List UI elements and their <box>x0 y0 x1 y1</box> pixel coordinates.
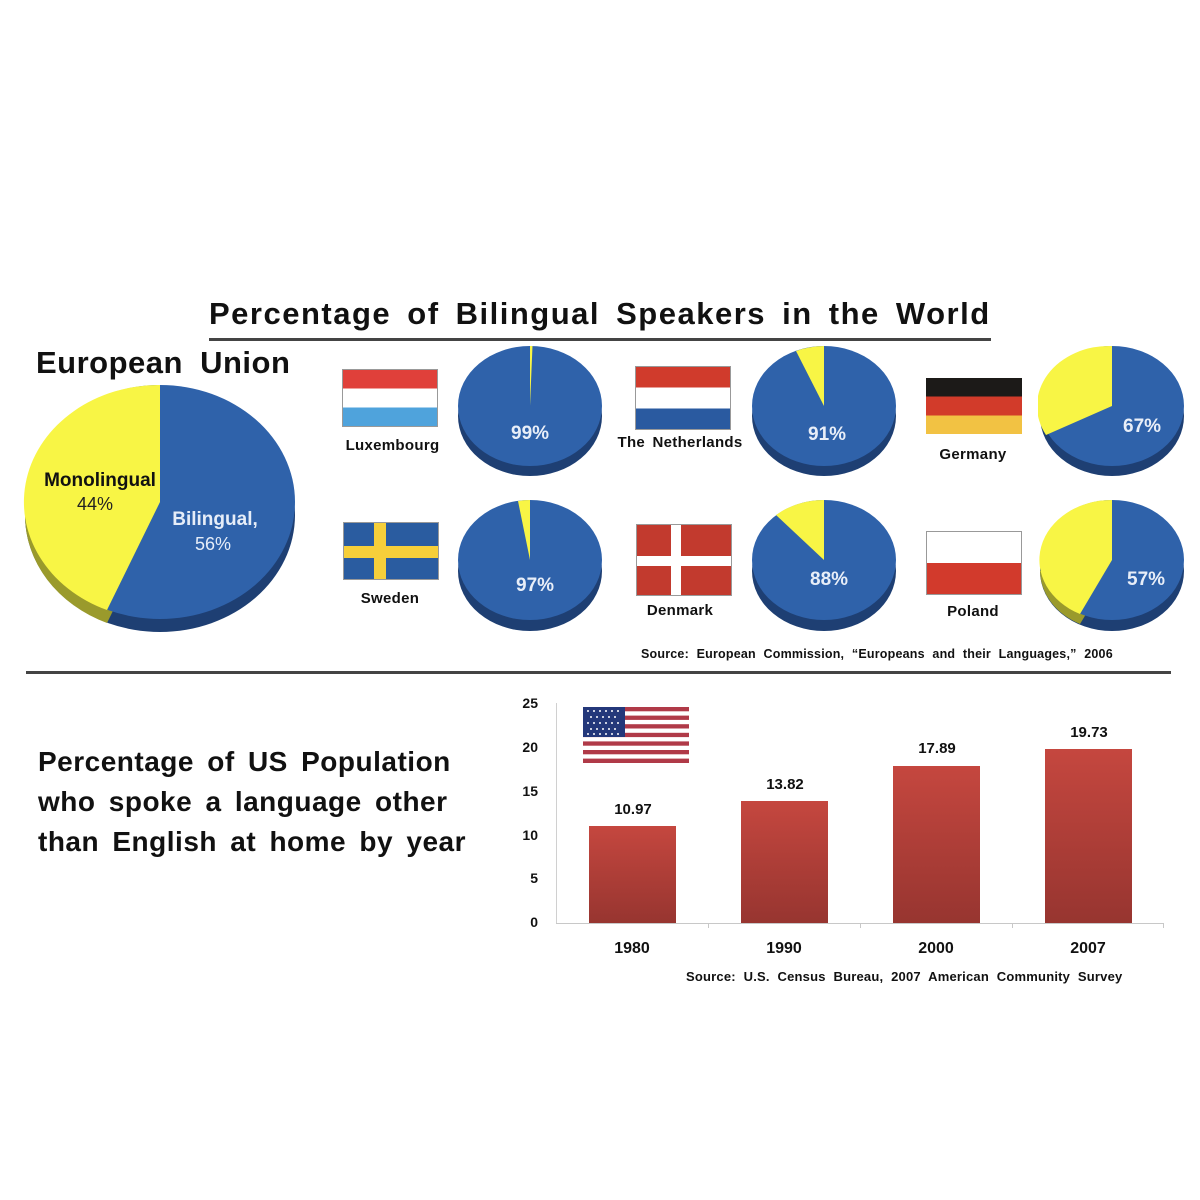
country-label-luxembourg: Luxembourg <box>345 437 440 454</box>
eu-source-note: Source: European Commission, “Europeans … <box>641 647 1113 661</box>
country-label-germany: Germany <box>939 446 1007 463</box>
us-chart-title: Percentage of US Population who spoke a … <box>38 746 466 857</box>
luxembourg-pie-chart <box>458 346 602 476</box>
poland-flag-icon <box>926 531 1022 595</box>
country-label-denmark: Denmark <box>646 602 714 619</box>
bar-2000 <box>893 766 980 923</box>
monolingual-label: Monolingual <box>44 470 156 491</box>
y-tick-0: 0 <box>530 914 538 930</box>
luxembourg-flag-icon <box>342 369 438 427</box>
x-label-1990: 1990 <box>766 940 802 957</box>
country-label-poland: Poland <box>947 603 999 620</box>
poland-pie-chart <box>1039 499 1184 631</box>
bilingual-value: 56% <box>194 534 232 554</box>
sweden-pie-chart <box>458 500 602 631</box>
germany-flag-icon <box>926 378 1022 434</box>
netherlands-flag-icon <box>635 366 731 430</box>
luxembourg-value: 99% <box>511 423 550 444</box>
y-tick-15: 15 <box>522 783 538 799</box>
y-tick-10: 10 <box>522 827 538 843</box>
y-tick-25: 25 <box>522 695 538 711</box>
country-label-netherlands: The Netherlands <box>617 434 743 451</box>
bar-1980 <box>589 826 676 923</box>
bilingual-label: Bilingual, <box>172 509 258 530</box>
y-tick-20: 20 <box>522 739 538 755</box>
x-label-2000: 2000 <box>918 940 954 957</box>
netherlands-value: 91% <box>808 424 847 445</box>
bar-2007 <box>1045 749 1132 923</box>
x-tick-mark <box>1163 923 1164 928</box>
germany-value: 67% <box>1123 416 1162 437</box>
title-underline <box>209 338 991 341</box>
poland-value: 57% <box>1127 569 1166 590</box>
x-label-2007: 2007 <box>1070 940 1106 957</box>
section-divider <box>26 671 1171 674</box>
x-label-1980: 1980 <box>614 940 650 957</box>
y-tick-5: 5 <box>530 870 538 886</box>
denmark-pie-chart <box>752 499 896 631</box>
denmark-value: 88% <box>810 569 849 590</box>
us-flag-icon <box>583 707 689 763</box>
germany-pie-chart <box>1038 345 1184 476</box>
bar-value-2007: 19.73 <box>1070 724 1108 741</box>
monolingual-value: 44% <box>76 494 114 514</box>
eu-title: European Union <box>36 345 291 380</box>
bar-value-1980: 10.97 <box>614 801 652 818</box>
sweden-value: 97% <box>516 575 555 596</box>
x-tick-mark <box>708 923 709 928</box>
bar-value-1990: 13.82 <box>766 776 804 793</box>
eu-pie-chart <box>23 385 295 632</box>
country-label-sweden: Sweden <box>360 590 420 607</box>
page-title: Percentage of Bilingual Speakers in the … <box>209 296 991 331</box>
y-axis-line <box>556 703 557 924</box>
denmark-flag-icon <box>636 524 732 596</box>
x-tick-mark <box>860 923 861 928</box>
x-tick-mark <box>1012 923 1013 928</box>
bar-value-2000: 17.89 <box>918 740 956 757</box>
netherlands-pie-chart <box>752 346 896 476</box>
bar-1990 <box>741 801 828 923</box>
us-source-note: Source: U.S. Census Bureau, 2007 America… <box>686 969 1123 984</box>
sweden-flag-icon <box>343 522 439 580</box>
